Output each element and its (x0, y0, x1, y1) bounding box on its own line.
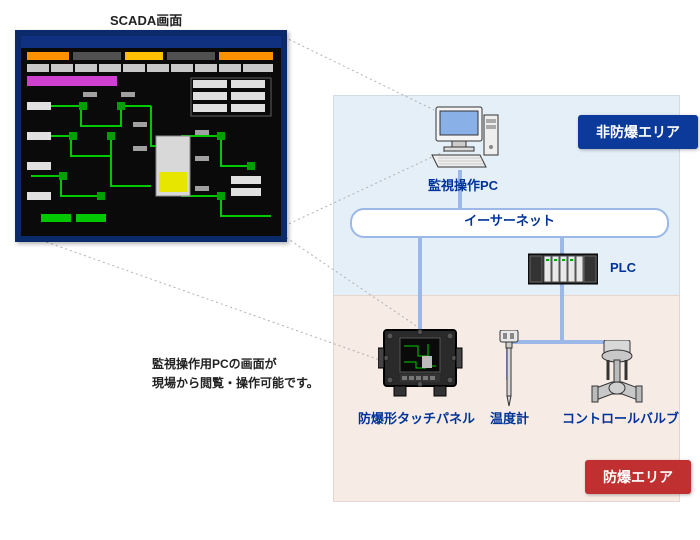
scada-screenshot (15, 30, 287, 242)
plc-label: PLC (610, 260, 636, 275)
ethernet-label: イーサーネット (464, 213, 555, 228)
note-line1: 監視操作用PCの画面が (152, 357, 277, 371)
device-touchpanel (378, 322, 463, 402)
valve-label: コントロールバルブ (562, 408, 679, 427)
badge-explosion: 防爆エリア (585, 460, 691, 494)
plc-icon (528, 248, 598, 288)
device-pc (430, 105, 500, 171)
scada-title: SCADA画面 (110, 10, 182, 29)
pc-icon (430, 105, 500, 171)
badge-non-explosion: 非防爆エリア (578, 115, 698, 149)
valve-icon (590, 340, 644, 410)
wire (418, 234, 422, 336)
note-text: 監視操作用PCの画面が 現場から閲覧・操作可能です。 (152, 355, 319, 393)
thermometer-label: 温度計 (490, 408, 529, 427)
diagram-canvas: イーサーネット SCADA画面 (0, 0, 700, 540)
touchpanel-icon (378, 322, 463, 402)
touchpanel-label: 防爆形タッチパネル (358, 408, 475, 427)
device-valve (590, 340, 644, 410)
thermometer-icon (498, 330, 520, 408)
ethernet-bar: イーサーネット (350, 208, 669, 238)
wire (560, 280, 564, 340)
note-line2: 現場から閲覧・操作可能です。 (152, 376, 319, 390)
scada-svg (21, 36, 281, 236)
device-plc (528, 248, 598, 288)
device-thermometer (498, 330, 520, 408)
pc-label: 監視操作PC (428, 175, 498, 194)
